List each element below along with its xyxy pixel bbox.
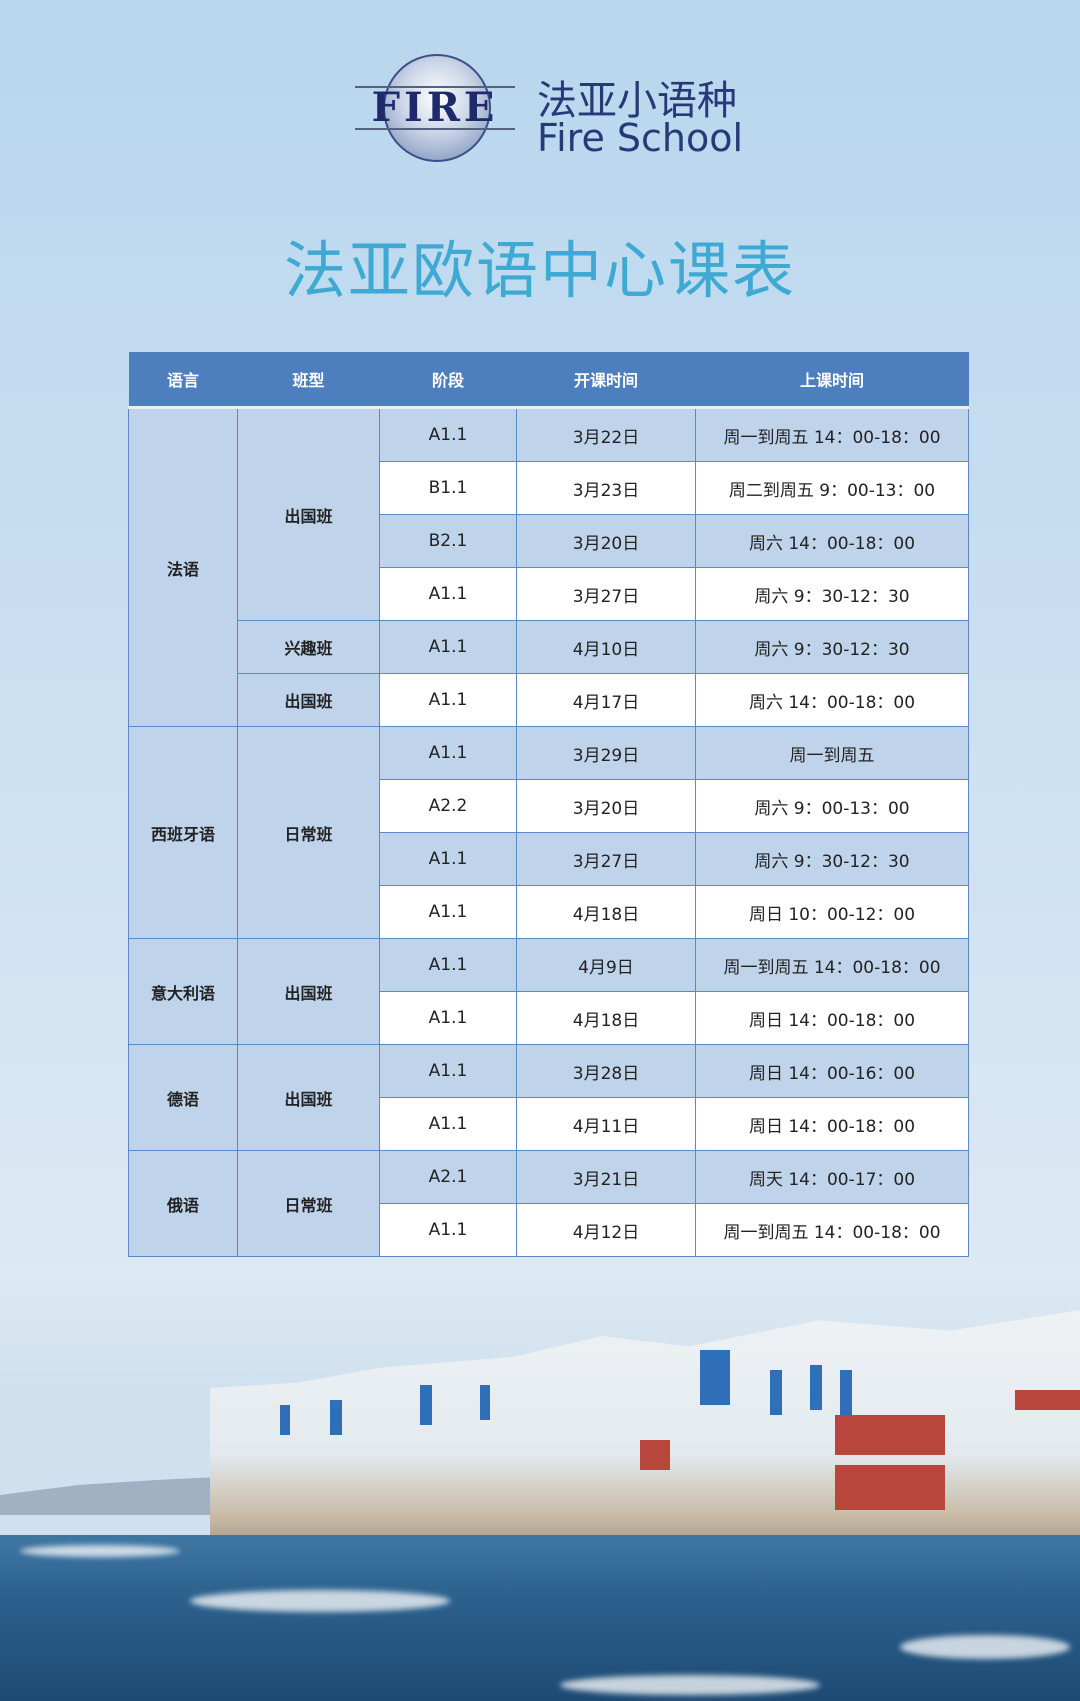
table-row: A2.2 3月20日 周六 9：00-13：00 (129, 779, 969, 833)
language-cell: 俄语 (128, 1150, 238, 1257)
language-cell: 德语 (128, 1044, 238, 1151)
level-cell: A1.1 (379, 885, 517, 939)
header-start-date: 开课时间 (516, 352, 696, 409)
class-time-cell: 周六 9：00-13：00 (695, 779, 969, 833)
table-row: 意大利语 出国班 A1.1 4月9日 周一到周五 14：00-18：00 (128, 938, 969, 1045)
level-cell: A1.1 (379, 991, 517, 1045)
start-date-cell: 3月20日 (516, 779, 696, 833)
class-time-cell: 周二到周五 9：00-13：00 (695, 461, 969, 515)
table-row: A1.1 3月27日 周六 9：30-12：30 (129, 567, 969, 621)
class-time-cell: 周六 9：30-12：30 (695, 620, 969, 674)
seaside-town-photo (0, 1290, 1080, 1701)
start-date-cell: 4月9日 (516, 938, 696, 992)
table-row: 出国班 A1.1 4月17日 周六 14：00-18：00 (129, 673, 969, 727)
table-header-row: 语言 班型 阶段 开课时间 上课时间 (128, 352, 969, 409)
level-cell: A2.1 (379, 1150, 517, 1204)
start-date-cell: 4月11日 (516, 1097, 696, 1151)
start-date-cell: 3月28日 (516, 1044, 696, 1098)
class-time-cell: 周一到周五 14：00-18：00 (695, 407, 969, 462)
table-row: A1.1 4月18日 周日 14：00-18：00 (129, 991, 969, 1045)
start-date-cell: 3月21日 (516, 1150, 696, 1204)
level-cell: A1.1 (379, 407, 517, 462)
class-time-cell: 周天 14：00-17：00 (695, 1150, 969, 1204)
language-cell: 法语 (128, 407, 238, 727)
emblem-circle (383, 54, 491, 162)
logo-name-en: Fire School (537, 116, 744, 160)
start-date-cell: 4月10日 (516, 620, 696, 674)
level-cell: A1.1 (379, 726, 517, 780)
level-cell: A1.1 (379, 620, 517, 674)
header-class-type: 班型 (237, 352, 380, 409)
fire-emblem-logo: FIRE (355, 52, 515, 162)
language-cell: 意大利语 (128, 938, 238, 1045)
level-cell: B1.1 (379, 461, 517, 515)
table-row: A1.1 4月12日 周一到周五 14：00-18：00 (129, 1203, 969, 1257)
start-date-cell: 4月17日 (516, 673, 696, 727)
table-row: 法语 出国班 A1.1 3月22日 周一到周五 14：00-18：00 (128, 407, 969, 727)
logo-name-cn: 法亚小语种 (537, 78, 737, 124)
start-date-cell: 4月12日 (516, 1203, 696, 1257)
page-title: 法亚欧语中心课表 (283, 234, 796, 307)
class-type-cell: 出国班 (237, 673, 380, 727)
table-row: 俄语 日常班 A2.1 3月21日 周天 14：00-17：00 (128, 1150, 969, 1257)
class-time-cell: 周六 9：30-12：30 (695, 567, 969, 621)
start-date-cell: 3月22日 (516, 407, 696, 462)
header-level: 阶段 (379, 352, 517, 409)
class-time-cell: 周日 14：00-18：00 (695, 991, 969, 1045)
class-time-cell: 周六 9：30-12：30 (695, 832, 969, 886)
emblem-wordmark: FIRE (355, 86, 515, 130)
class-time-cell: 周一到周五 (695, 726, 969, 780)
start-date-cell: 3月29日 (516, 726, 696, 780)
class-type-cell: 兴趣班 (237, 620, 380, 674)
schedule-table: 语言 班型 阶段 开课时间 上课时间 法语 出国班 A1.1 3月22日 周一到周五 1… (128, 352, 969, 1257)
school-logo: FIRE 法亚小语种 Fire School (355, 52, 755, 162)
class-time-cell: 周日 14：00-16：00 (695, 1044, 969, 1098)
start-date-cell: 4月18日 (516, 885, 696, 939)
class-time-cell: 周一到周五 14：00-18：00 (695, 938, 969, 992)
header-class-time: 上课时间 (695, 352, 969, 409)
level-cell: A1.1 (379, 938, 517, 992)
class-type-cell: 日常班 (237, 1150, 380, 1257)
class-type-cell: 日常班 (237, 726, 380, 939)
start-date-cell: 3月20日 (516, 514, 696, 568)
level-cell: A1.1 (379, 832, 517, 886)
class-type-cell: 出国班 (237, 1044, 380, 1151)
table-row: 德语 出国班 A1.1 3月28日 周日 14：00-16：00 (128, 1044, 969, 1151)
table-row: 兴趣班 A1.1 4月10日 周六 9：30-12：30 (129, 620, 969, 674)
level-cell: A1.1 (379, 1097, 517, 1151)
table-row: A1.1 4月18日 周日 10：00-12：00 (129, 885, 969, 939)
class-time-cell: 周一到周五 14：00-18：00 (695, 1203, 969, 1257)
start-date-cell: 3月23日 (516, 461, 696, 515)
level-cell: B2.1 (379, 514, 517, 568)
class-type-cell: 出国班 (237, 938, 380, 1045)
table-row: 西班牙语 日常班 A1.1 3月29日 周一到周五 (128, 726, 969, 939)
class-type-cell: 出国班 (237, 407, 380, 621)
start-date-cell: 4月18日 (516, 991, 696, 1045)
table-row: A1.1 4月11日 周日 14：00-18：00 (129, 1097, 969, 1151)
level-cell: A1.1 (379, 1044, 517, 1098)
level-cell: A1.1 (379, 1203, 517, 1257)
table-row: B1.1 3月23日 周二到周五 9：00-13：00 (129, 461, 969, 515)
start-date-cell: 3月27日 (516, 567, 696, 621)
class-time-cell: 周日 14：00-18：00 (695, 1097, 969, 1151)
class-time-cell: 周六 14：00-18：00 (695, 514, 969, 568)
start-date-cell: 3月27日 (516, 832, 696, 886)
class-time-cell: 周日 10：00-12：00 (695, 885, 969, 939)
level-cell: A1.1 (379, 567, 517, 621)
sea (0, 1535, 1080, 1701)
level-cell: A1.1 (379, 673, 517, 727)
header-language: 语言 (128, 352, 238, 409)
level-cell: A2.2 (379, 779, 517, 833)
class-time-cell: 周六 14：00-18：00 (695, 673, 969, 727)
table-row: B2.1 3月20日 周六 14：00-18：00 (129, 514, 969, 568)
language-cell: 西班牙语 (128, 726, 238, 939)
